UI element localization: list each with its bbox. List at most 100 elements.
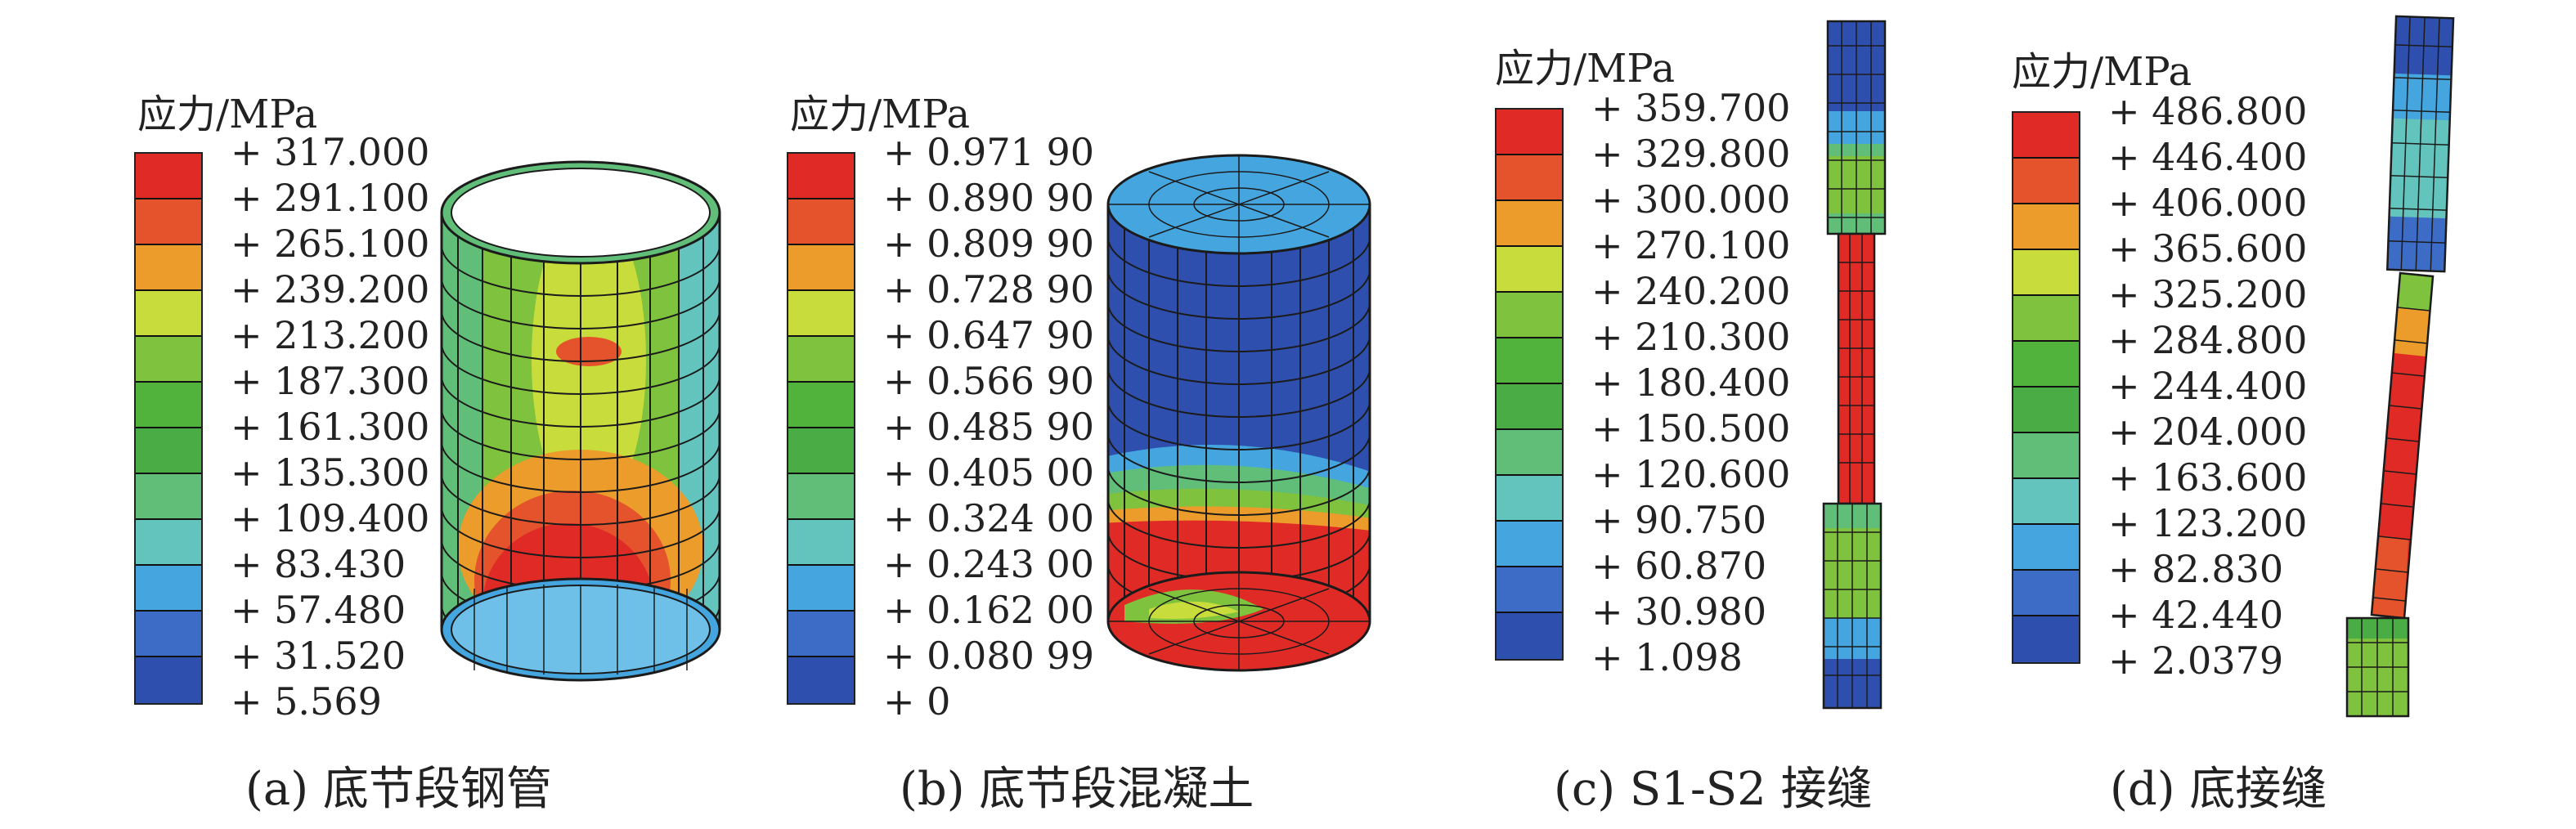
legend-level: + 123.200 — [2108, 501, 2308, 545]
legend-swatch — [136, 383, 201, 428]
legend-level: + 204.000 — [2108, 410, 2308, 454]
legend-level: + 239.200 — [231, 267, 430, 311]
legend-level: + 213.200 — [231, 313, 430, 357]
legend-color-bar — [134, 152, 203, 705]
legend-level: + 0.324 00 — [883, 496, 1095, 540]
legend-level: + 210.300 — [1591, 315, 1791, 359]
legend-level: + 120.600 — [1591, 452, 1791, 496]
legend-swatch — [1497, 384, 1562, 430]
legend-level: + 317.000 — [231, 130, 430, 174]
legend-swatch — [1497, 613, 1562, 659]
legend-swatch — [136, 291, 201, 337]
legend-level: + 284.800 — [2108, 318, 2308, 362]
legend-level: + 270.100 — [1591, 223, 1791, 267]
legend-level: + 406.000 — [2108, 181, 2308, 225]
legend-level: + 329.800 — [1591, 132, 1791, 176]
legend-swatch — [2013, 571, 2079, 616]
legend-level: + 0 — [883, 679, 951, 724]
legend-level: + 0.566 90 — [883, 359, 1095, 403]
legend-swatch — [788, 612, 854, 657]
legend-swatch — [1497, 110, 1562, 155]
legend-swatch — [2013, 113, 2079, 159]
steel-tube-stress-model — [440, 160, 721, 682]
legend-level: + 0.890 90 — [883, 176, 1095, 220]
legend-swatch — [788, 337, 854, 383]
legend-swatch — [136, 612, 201, 657]
legend-level: + 0.728 90 — [883, 267, 1095, 311]
legend-swatch — [1497, 247, 1562, 293]
legend-swatch — [2013, 250, 2079, 296]
legend-swatch — [2013, 616, 2079, 662]
legend-swatch — [1497, 293, 1562, 338]
caption-b: (b) 底节段混凝土 — [900, 763, 1254, 816]
legend-level: + 1.098 — [1591, 635, 1743, 679]
legend-swatch — [1497, 155, 1562, 201]
legend-swatch — [136, 154, 201, 199]
legend-labels: + 486.800 + 446.400 + 406.000 + 365.600 … — [2108, 88, 2307, 683]
legend-level: + 244.400 — [2108, 364, 2308, 408]
legend-level: + 0.243 00 — [883, 542, 1095, 586]
legend-swatch — [788, 199, 854, 245]
legend-level: + 60.870 — [1591, 544, 1767, 588]
legend-swatch — [136, 520, 201, 566]
legend-level: + 30.980 — [1591, 589, 1767, 634]
legend-title: 应力/MPa — [2012, 49, 2192, 95]
legend-level: + 0.080 99 — [883, 634, 1095, 678]
legend-level: + 163.600 — [2108, 455, 2308, 500]
legend-swatch — [788, 428, 854, 474]
legend-labels: + 359.700 + 329.800 + 300.000 + 270.100 … — [1591, 85, 1790, 680]
legend-level: + 0.485 90 — [883, 405, 1095, 449]
legend-swatch — [136, 199, 201, 245]
caption-a: (a) 底节段钢管 — [245, 763, 552, 816]
legend-swatch — [136, 337, 201, 383]
legend-swatch — [1497, 567, 1562, 613]
legend-swatch — [788, 383, 854, 428]
legend-color-bar — [2012, 111, 2080, 664]
legend-swatch — [788, 291, 854, 337]
concrete-core-stress-model — [1106, 154, 1371, 672]
legend-swatch — [1497, 201, 1562, 247]
legend-swatch — [1497, 476, 1562, 522]
legend-level: + 57.480 — [231, 588, 406, 632]
legend-swatch — [788, 245, 854, 291]
legend-level: + 5.569 — [231, 679, 382, 724]
legend-level: + 42.440 — [2108, 593, 2284, 637]
caption-c: (c) S1-S2 接缝 — [1554, 763, 1873, 816]
s1-s2-joint-stress-model — [1822, 20, 1887, 710]
legend-labels: + 0.971 90 + 0.890 90 + 0.809 90 + 0.728… — [883, 129, 1094, 724]
legend-level: + 82.830 — [2108, 547, 2284, 591]
legend-level: + 291.100 — [231, 176, 430, 220]
legend-level: + 0.162 00 — [883, 588, 1095, 632]
legend-level: + 325.200 — [2108, 272, 2308, 316]
legend-title: 应力/MPa — [790, 92, 971, 137]
legend-title: 应力/MPa — [1495, 46, 1676, 92]
legend-swatch — [788, 474, 854, 520]
legend-swatch — [788, 154, 854, 199]
legend-level: + 0.971 90 — [883, 130, 1095, 174]
legend-swatch — [136, 245, 201, 291]
legend-swatch — [1497, 430, 1562, 476]
legend-swatch — [1497, 522, 1562, 567]
caption-d: (d) 底接缝 — [2110, 763, 2327, 816]
legend-title: 应力/MPa — [137, 92, 318, 137]
legend-swatch — [1497, 338, 1562, 384]
legend-level: + 486.800 — [2108, 89, 2308, 133]
legend-level: + 0.405 00 — [883, 450, 1095, 495]
legend-level: + 187.300 — [231, 359, 430, 403]
legend-level: + 31.520 — [231, 634, 406, 678]
panel-b: 应力/MPa + 0.971 90 + 0.890 90 + 0.809 90 … — [654, 0, 1371, 829]
legend-level: + 446.400 — [2108, 135, 2308, 179]
legend-level: + 90.750 — [1591, 498, 1767, 542]
legend-level: + 240.200 — [1591, 269, 1791, 313]
legend-level: + 83.430 — [231, 542, 406, 586]
legend-swatch — [2013, 296, 2079, 342]
legend-swatch — [2013, 204, 2079, 250]
panel-a: 应力/MPa + 317.000 + 291.100 + 265.100 + 2… — [0, 0, 721, 829]
legend-swatch — [136, 428, 201, 474]
legend-color-bar — [787, 152, 855, 705]
legend-level: + 2.0379 — [2108, 639, 2284, 683]
legend-level: + 150.500 — [1591, 406, 1791, 450]
panel-d: 应力/MPa + 486.800 + 446.400 + 406.000 + 3… — [1930, 0, 2576, 829]
legend-swatch — [2013, 342, 2079, 388]
legend-level: + 365.600 — [2108, 226, 2308, 271]
